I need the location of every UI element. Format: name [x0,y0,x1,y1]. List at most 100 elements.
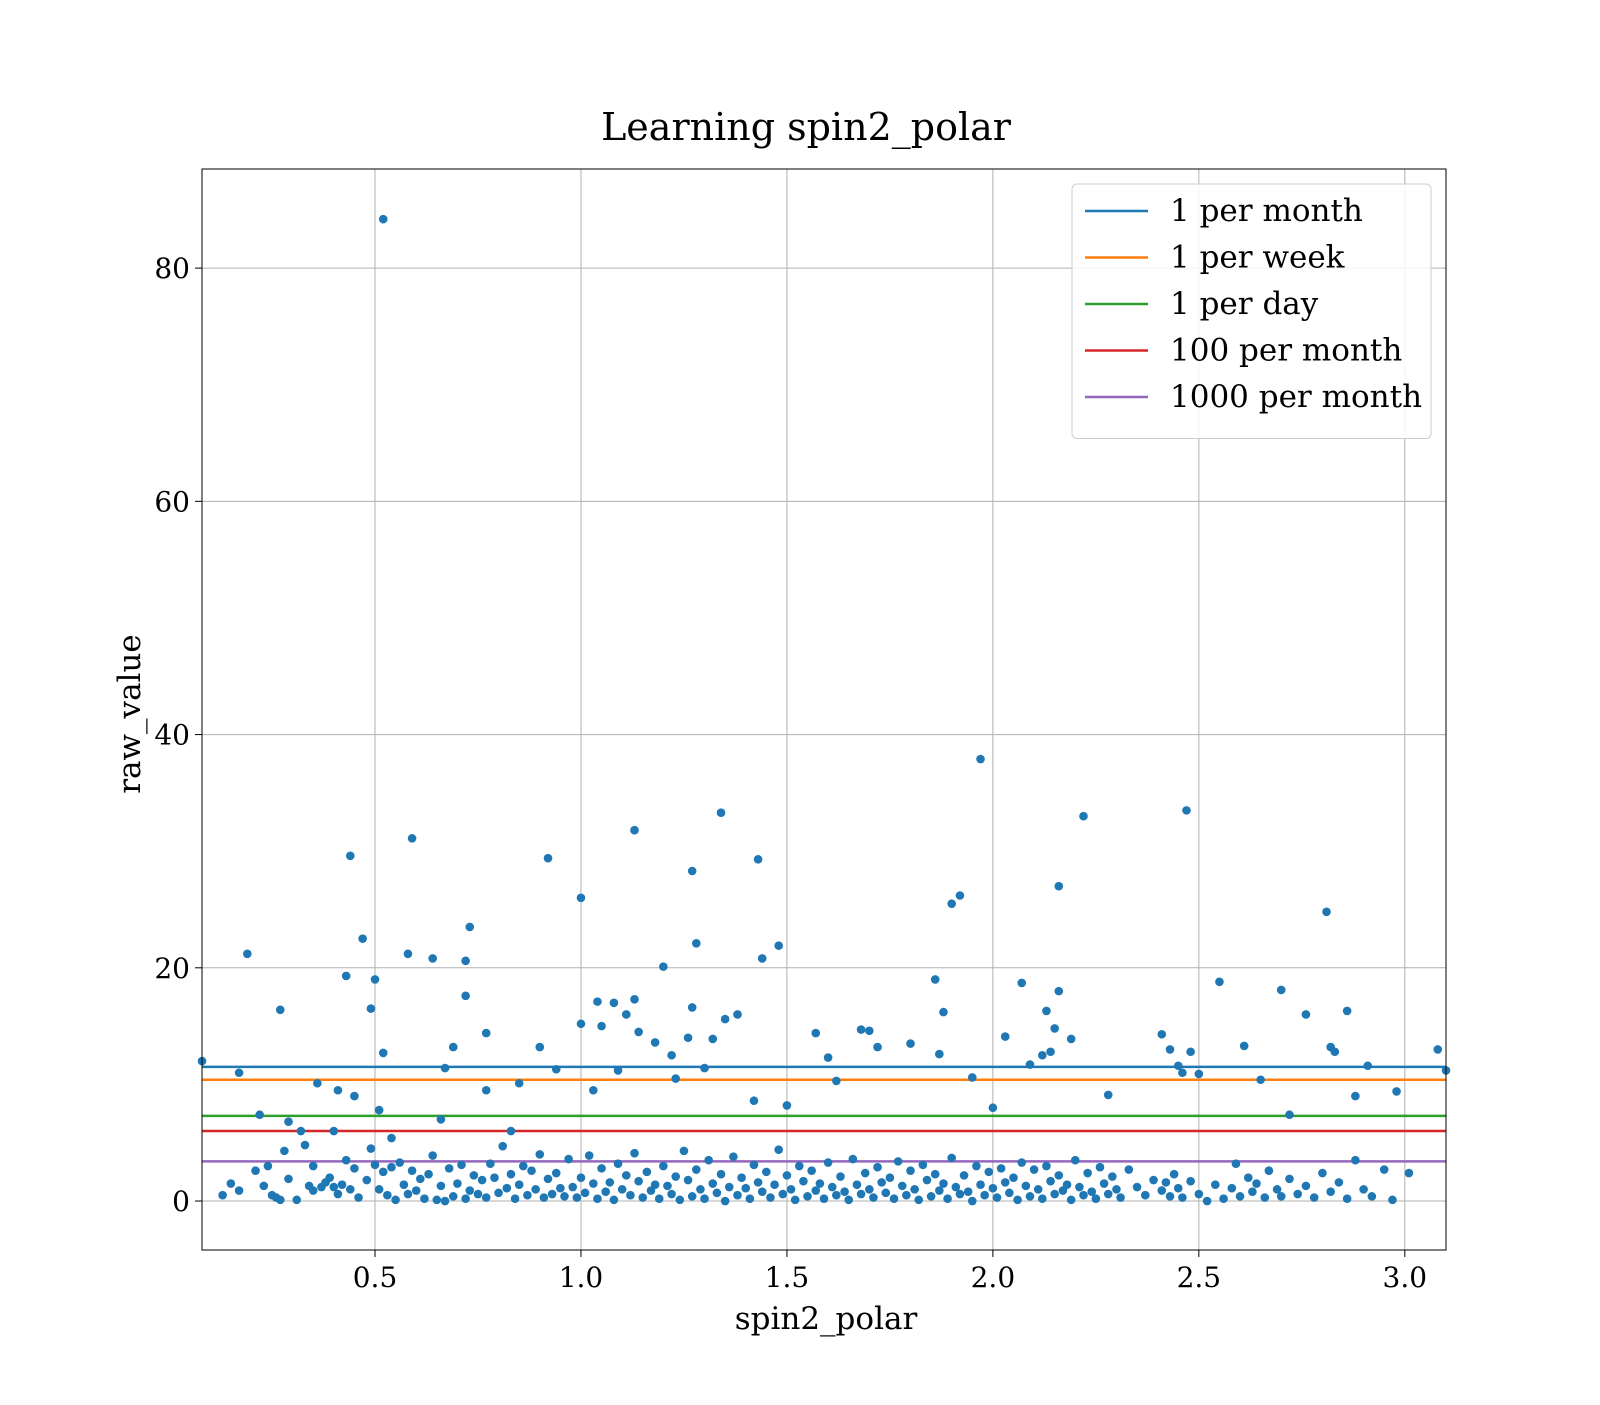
data-point [387,1133,396,1143]
data-point [1276,985,1286,995]
data-point [815,1179,825,1188]
data-point [757,1187,767,1196]
data-point [465,922,475,932]
data-point [1029,1165,1039,1174]
data-point [1219,1194,1228,1203]
data-point [642,1167,652,1177]
x-tick-label: 3.0 [1383,1261,1428,1294]
data-point [881,1188,891,1198]
data-point [873,1042,882,1052]
data-point [630,1148,639,1158]
data-point [1157,1186,1167,1195]
data-point [490,1173,499,1182]
legend-label: 1 per day [1170,286,1319,322]
data-point [407,834,417,843]
data-point [1433,1045,1443,1054]
data-point [1342,1194,1352,1203]
data-points [197,214,1451,1206]
data-point [218,1190,227,1200]
data-point [477,1175,487,1185]
data-point [865,1026,874,1036]
data-point [1140,1190,1150,1200]
data-point [766,1193,775,1202]
x-tick-label: 1.5 [765,1261,810,1294]
data-point [687,1192,697,1201]
data-point [428,1151,437,1160]
y-tick-label: 60 [154,485,190,518]
data-point [1322,907,1331,917]
data-point [308,1161,318,1171]
data-point [424,1169,433,1179]
data-point [1070,1155,1080,1165]
data-point [440,1063,450,1073]
data-point [370,975,380,984]
data-point [1194,1069,1204,1079]
data-point [790,1195,800,1205]
data-point [523,1190,532,1200]
data-point [374,1105,384,1115]
data-point [972,1161,981,1171]
data-point [716,808,726,818]
data-point [593,1194,602,1203]
data-point [325,1173,334,1182]
data-point [935,1049,944,1059]
data-point [955,891,965,900]
data-point [967,1196,977,1206]
data-point [597,1021,606,1031]
data-point [280,1146,289,1156]
data-point [696,1185,705,1194]
data-point [729,1152,738,1162]
data-point [329,1126,339,1136]
data-point [1042,1161,1051,1171]
legend-label: 1000 per month [1170,379,1422,415]
data-point [1038,1050,1047,1060]
x-tick-label: 1.0 [559,1261,604,1294]
data-point [568,1182,578,1192]
data-point [1252,1179,1261,1188]
data-point [1087,1187,1097,1196]
data-point [683,1033,693,1043]
data-point [848,1154,858,1164]
data-point [1062,1180,1072,1189]
data-point [378,1167,388,1177]
data-point [378,214,388,224]
data-point [1215,977,1224,987]
data-point [453,1179,462,1188]
data-point [716,1169,726,1179]
data-point [387,1162,396,1172]
data-point [251,1166,260,1176]
data-point [1260,1193,1270,1202]
data-point [733,1010,742,1019]
data-point [1173,1183,1183,1193]
data-point [1165,1045,1175,1054]
data-point [345,851,355,861]
data-point [955,1189,965,1199]
data-point [1066,1195,1076,1205]
data-point [745,1194,755,1203]
data-point [531,1185,540,1194]
legend: 1 per month 1 per week 1 per day 100 per mo… [1071,183,1432,439]
data-point [350,1164,359,1173]
data-point [683,1175,693,1185]
data-point [1169,1169,1179,1179]
data-point [811,1186,821,1195]
data-point [403,1189,413,1199]
data-point [1050,1024,1059,1033]
data-point [551,1168,561,1178]
data-point [889,1194,899,1203]
data-point [613,1159,623,1169]
data-point [593,997,602,1006]
data-point [1272,1185,1282,1194]
data-point [1054,881,1064,891]
data-point [366,1004,376,1013]
data-point [807,1166,816,1176]
data-point [626,1190,635,1200]
data-point [819,1194,829,1203]
data-point [897,1181,907,1191]
data-point [1326,1187,1335,1196]
data-point [448,1192,458,1201]
data-point [1066,1034,1076,1044]
data-point [1276,1192,1286,1201]
data-point [1334,1178,1344,1187]
data-point [720,1196,730,1206]
